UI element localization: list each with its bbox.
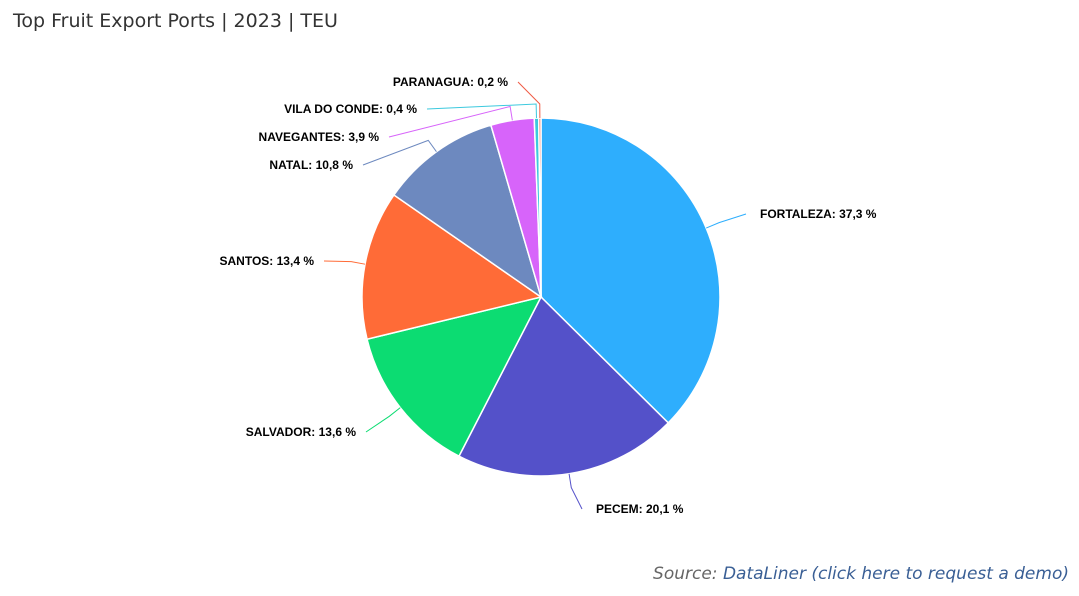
pie-slice-fortaleza[interactable] (540, 117, 721, 424)
connector-line-santos (323, 260, 366, 265)
chart-title: Top Fruit Export Ports | 2023 | TEU (13, 10, 338, 32)
slice-label-fortaleza: FORTALEZA: 37,3 % (760, 207, 877, 221)
connector-line-natal (362, 139, 437, 166)
pie-slices (361, 117, 721, 477)
slice-label-salvador: SALVADOR: 13,6 % (246, 425, 357, 439)
pie-slice-salvador[interactable] (366, 295, 543, 458)
connector-line-vila-do-conde (426, 103, 537, 119)
connector-line-navegantes (388, 105, 513, 138)
pie-slice-natal[interactable] (392, 124, 543, 299)
slice-label-vila-do-conde: VILA DO CONDE: 0,4 % (284, 102, 417, 116)
source-prefix: Source: (653, 564, 723, 584)
slice-label-pecem: PECEM: 20,1 % (596, 502, 684, 516)
connector-line-paranagua (517, 81, 541, 119)
connector-line-fortaleza (705, 213, 747, 229)
pie-slice-pecem[interactable] (457, 295, 670, 477)
slice-label-santos: SANTOS: 13,4 % (220, 254, 315, 268)
source-note: Source: DataLiner (click here to request… (653, 564, 1069, 584)
pie-labels: FORTALEZA: 37,3 % PECEM: 20,1 % SALVADOR: … (220, 75, 877, 516)
slice-label-navegantes: NAVEGANTES: 3,9 % (259, 130, 380, 144)
pie-slice-santos[interactable] (361, 193, 543, 341)
slice-label-paranagua: PARANAGUA: 0,2 % (393, 75, 508, 89)
source-link[interactable]: DataLiner (click here to request a demo) (722, 564, 1069, 584)
slice-label-natal: NATAL: 10,8 % (269, 158, 353, 172)
connector-line-salvador (365, 407, 401, 433)
connector-line-pecem (568, 473, 583, 510)
